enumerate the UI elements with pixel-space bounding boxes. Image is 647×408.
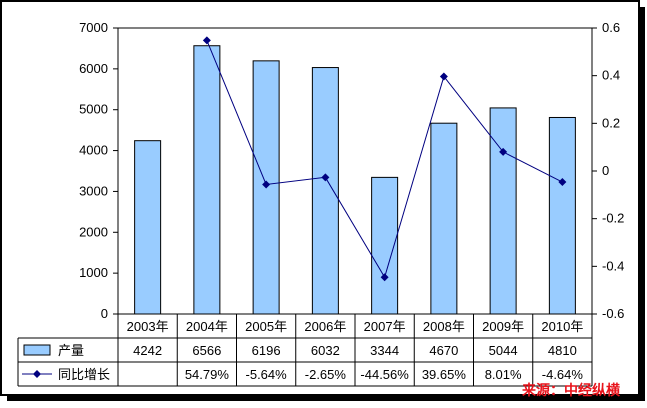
left-tick-label: 2000: [79, 224, 108, 239]
table-cell: -5.64%: [246, 367, 288, 382]
table-cell: 6566: [192, 343, 221, 358]
right-tick-label: 0.2: [602, 115, 620, 130]
right-tick-label: -0.4: [602, 258, 624, 273]
line-point-marker: [321, 173, 330, 182]
table-cell: 54.79%: [185, 367, 230, 382]
bar: [134, 140, 162, 315]
bar: [193, 45, 221, 315]
category-label: 2009年: [482, 319, 524, 334]
left-tick-label: 4000: [79, 143, 108, 158]
right-tick-label: 0.6: [602, 20, 620, 35]
bar: [548, 116, 576, 315]
bar: [311, 67, 339, 315]
category-label: 2005年: [245, 319, 287, 334]
right-tick-label: -0.2: [602, 211, 624, 226]
legend-swatch-marker: [33, 370, 41, 378]
right-axis-ticks: -0.6 -0.4 -0.2 0 0.2 0.4 0.6: [592, 20, 624, 321]
category-label: 2008年: [423, 319, 465, 334]
table-cell: -4.64%: [542, 367, 584, 382]
category-label: 2004年: [186, 319, 228, 334]
left-axis-ticks: 0 1000 2000 3000 4000 5000 6000 7000: [79, 20, 118, 321]
right-tick-label: 0: [602, 163, 609, 178]
table-cell: -2.65%: [305, 367, 347, 382]
category-label: 2007年: [364, 319, 406, 334]
right-tick-label: 0.4: [602, 68, 620, 83]
legend-label: 同比增长: [58, 367, 110, 382]
source-note: 来源：中经纵横: [521, 382, 621, 398]
category-label: 2010年: [541, 319, 583, 334]
line-point-marker: [380, 273, 389, 282]
line-point-marker: [202, 36, 211, 45]
bar: [430, 122, 458, 315]
left-tick-label: 6000: [79, 61, 108, 76]
line-point-marker: [439, 72, 448, 81]
table-cell: 6032: [311, 343, 340, 358]
legend-swatch-bar: [23, 344, 51, 356]
left-tick-label: 1000: [79, 265, 108, 280]
right-tick-label: -0.6: [602, 306, 624, 321]
table-cell: 4242: [133, 343, 162, 358]
table-cell: 6196: [252, 343, 281, 358]
bar: [489, 107, 517, 315]
table-cell: 8.01%: [485, 367, 522, 382]
table-cell: -44.56%: [360, 367, 409, 382]
table-cell: 4810: [548, 343, 577, 358]
line-series: [202, 36, 567, 282]
line-point-marker: [558, 178, 567, 187]
bar: [371, 176, 399, 315]
line-point-marker: [262, 180, 271, 189]
category-label: 2006年: [304, 319, 346, 334]
data-table: 2003年 2004年 2005年 2006年 2007年 2008年 2009年 2010年…: [17, 314, 593, 387]
table-cell: 3344: [370, 343, 399, 358]
left-tick-label: 0: [101, 306, 108, 321]
legend-label: 产量: [58, 343, 84, 358]
left-tick-label: 3000: [79, 183, 108, 198]
line-point-marker: [499, 147, 508, 156]
left-tick-label: 5000: [79, 102, 108, 117]
category-label: 2003年: [127, 319, 169, 334]
table-cell: 4670: [429, 343, 458, 358]
left-tick-label: 7000: [79, 20, 108, 35]
table-cell: 39.65%: [422, 367, 467, 382]
table-cell: 5044: [489, 343, 518, 358]
